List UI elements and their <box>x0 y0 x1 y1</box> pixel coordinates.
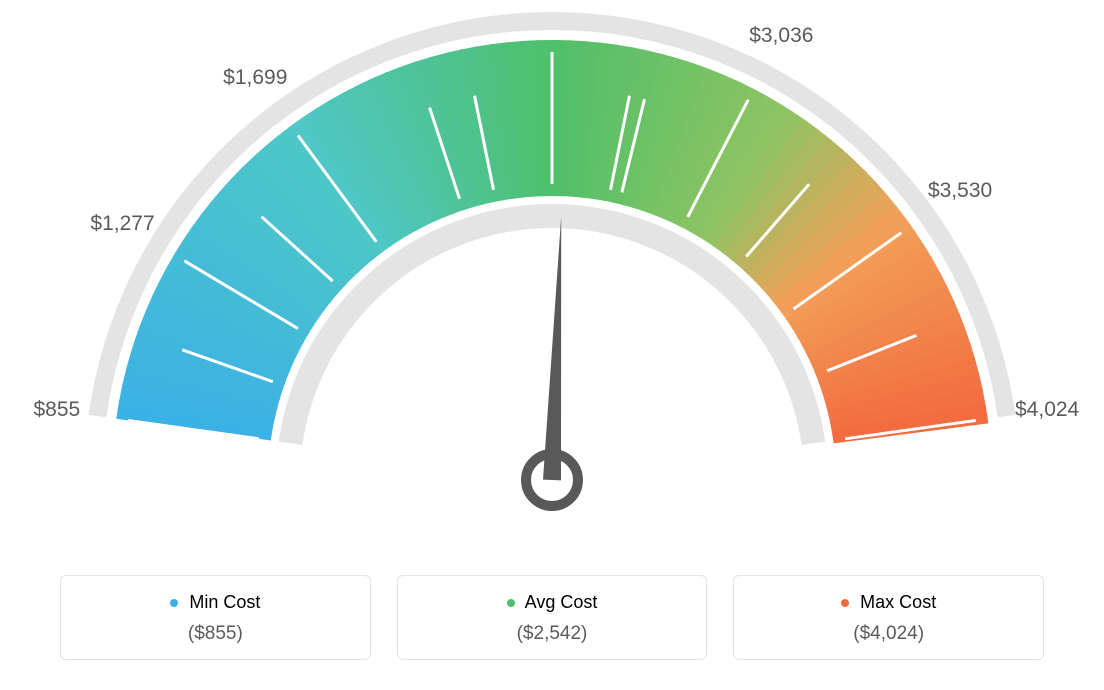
gauge-tick-label: $4,024 <box>1015 398 1079 422</box>
gauge-tick-label: $3,036 <box>749 24 813 48</box>
legend-card-avg: Avg Cost ($2,542) <box>397 575 708 660</box>
legend-title-max: Max Cost <box>744 592 1033 613</box>
legend-card-max: Max Cost ($4,024) <box>733 575 1044 660</box>
legend-value-min: ($855) <box>71 623 360 645</box>
legend-title-min: Min Cost <box>71 592 360 613</box>
gauge-svg <box>0 0 1104 540</box>
legend-title-avg: Avg Cost <box>408 592 697 613</box>
legend-label: Max Cost <box>860 592 936 612</box>
legend-card-min: Min Cost ($855) <box>60 575 371 660</box>
legend-row: Min Cost ($855) Avg Cost ($2,542) Max Co… <box>60 575 1044 660</box>
legend-label: Avg Cost <box>525 592 598 612</box>
dot-icon <box>170 599 178 607</box>
legend-value-avg: ($2,542) <box>408 623 697 645</box>
gauge-tick-label: $1,277 <box>90 212 154 236</box>
legend-label: Min Cost <box>189 592 260 612</box>
gauge-tick-label: $3,530 <box>928 179 992 203</box>
dot-icon <box>841 599 849 607</box>
dot-icon <box>507 599 515 607</box>
gauge-chart: $855$1,277$1,699$2,542$3,036$3,530$4,024 <box>0 0 1104 540</box>
legend-value-max: ($4,024) <box>744 623 1033 645</box>
gauge-tick-label: $1,699 <box>223 66 287 90</box>
gauge-tick-label: $855 <box>34 398 81 422</box>
